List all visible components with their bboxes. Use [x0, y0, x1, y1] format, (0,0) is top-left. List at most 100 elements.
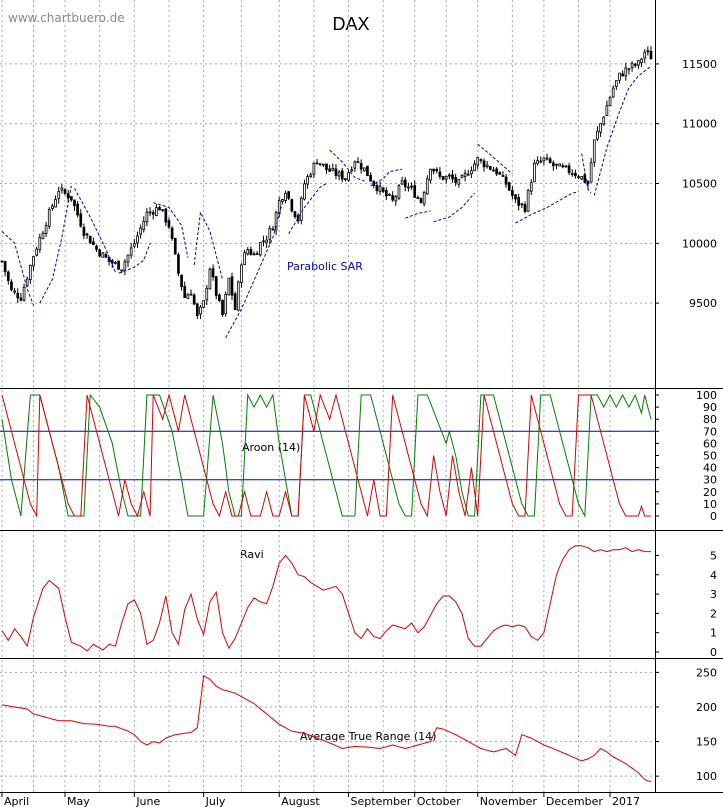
- candle-body: [63, 189, 67, 194]
- candle-body: [69, 196, 73, 201]
- candle-body: [511, 190, 514, 196]
- candle-body: [466, 173, 470, 176]
- candle-body: [479, 159, 483, 161]
- candle-body: [177, 254, 180, 274]
- candle-body: [315, 162, 319, 165]
- candle-body: [126, 254, 130, 263]
- y-tick-label: 10500: [682, 178, 717, 191]
- candle-body: [47, 209, 51, 227]
- candle-body: [599, 123, 602, 133]
- candle-body: [95, 245, 98, 250]
- candle-body: [504, 176, 508, 185]
- candle-body: [429, 168, 432, 181]
- candle-body: [574, 172, 577, 177]
- candle-body: [258, 241, 262, 256]
- candle-body: [570, 173, 574, 175]
- candle-body: [199, 306, 202, 315]
- candle-body: [142, 221, 146, 230]
- candle-body: [76, 203, 79, 216]
- sar-series: [118, 243, 151, 274]
- candle-body: [98, 249, 102, 257]
- candle-body: [120, 269, 124, 272]
- sar-series: [1, 231, 34, 306]
- candle-body: [214, 276, 218, 296]
- candle-body: [627, 68, 631, 71]
- watermark: www.chartbuero.de: [8, 11, 125, 25]
- sar-series: [39, 185, 72, 304]
- candle-body: [514, 194, 517, 200]
- marks-layer: [0, 46, 655, 783]
- candle-body: [533, 162, 536, 183]
- candle-body: [457, 179, 461, 185]
- candle-body: [448, 174, 451, 177]
- candle-body: [189, 293, 193, 296]
- candle-body: [73, 199, 76, 206]
- candle-body: [192, 294, 196, 305]
- candle-body: [117, 260, 120, 270]
- candle-body: [482, 160, 486, 168]
- candle-body: [340, 170, 344, 180]
- candle-body: [195, 303, 199, 316]
- candle-body: [252, 253, 256, 256]
- sar-label: Parabolic SAR: [287, 260, 363, 273]
- candle-body: [394, 196, 398, 202]
- y-tick-label: 0: [710, 646, 717, 659]
- candle-body: [92, 241, 95, 245]
- y-tick-label: 100: [696, 770, 717, 783]
- x-tick-label: June: [135, 795, 160, 807]
- candle-body: [265, 239, 268, 244]
- candle-body: [173, 237, 177, 255]
- candle-body: [403, 179, 407, 188]
- x-tick-label: May: [67, 795, 90, 807]
- atr-line: [1, 674, 652, 783]
- candle-body: [129, 247, 133, 256]
- candle-body: [385, 190, 388, 197]
- candle-body: [290, 199, 294, 212]
- candle-body: [155, 207, 158, 216]
- candle-body: [180, 274, 183, 288]
- candle-body: [114, 262, 117, 264]
- x-tick-label: April: [4, 795, 29, 807]
- candle-body: [375, 184, 379, 192]
- candle-body: [334, 168, 338, 177]
- candle-body: [605, 105, 609, 117]
- candle-body: [107, 257, 111, 262]
- candle-body: [388, 194, 391, 196]
- candle-body: [416, 197, 420, 199]
- candle-body: [211, 268, 215, 278]
- candle-body: [25, 278, 29, 287]
- atr-label: Average True Range (14): [300, 730, 436, 743]
- candle-body: [558, 163, 561, 167]
- y-tick-label: 200: [696, 701, 717, 714]
- candle-body: [208, 268, 212, 290]
- ravi-line: [1, 545, 651, 652]
- y-tick-label: 150: [696, 736, 717, 749]
- candle-body: [255, 253, 259, 256]
- candle-body: [344, 178, 347, 181]
- candle-body: [44, 225, 48, 234]
- candle-body: [422, 192, 426, 205]
- candle-body: [161, 209, 165, 211]
- candle-body: [470, 170, 473, 175]
- candle-body: [495, 168, 498, 175]
- x-tick-label: July: [205, 795, 226, 807]
- candle-body: [328, 168, 331, 172]
- sar-series: [225, 202, 283, 339]
- candle-body: [101, 252, 105, 258]
- ravi-label: Ravi: [240, 548, 264, 561]
- candle-body: [567, 165, 571, 173]
- candle-body: [60, 187, 64, 191]
- sar-series: [477, 143, 513, 175]
- candle-body: [3, 260, 7, 273]
- candle-body: [227, 277, 231, 296]
- y-tick-label: 3: [710, 588, 717, 601]
- y-tick-label: 80: [703, 413, 717, 426]
- candle-body: [353, 161, 357, 169]
- candle-body: [322, 163, 325, 166]
- candle-body: [88, 235, 92, 244]
- candle-body: [630, 62, 634, 68]
- candle-body: [637, 60, 640, 66]
- candle-body: [586, 181, 590, 185]
